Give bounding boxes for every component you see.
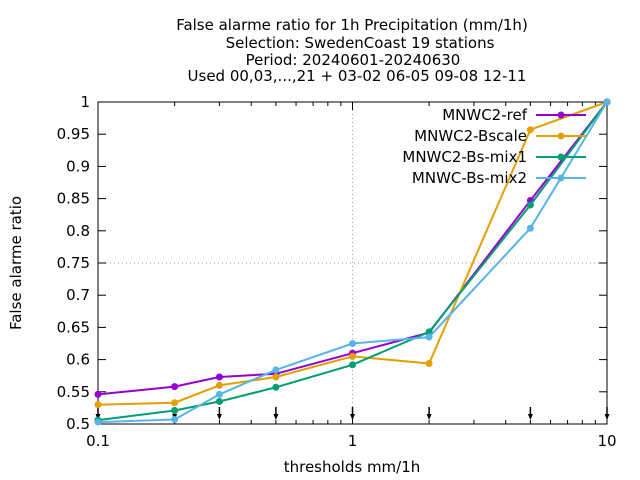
threshold-arrow-icon — [527, 407, 533, 420]
y-tick-label: 0.5 — [66, 415, 90, 433]
series-layer — [94, 98, 611, 426]
data-point — [349, 340, 356, 347]
threshold-arrow-head — [273, 414, 279, 420]
threshold-arrow-icon — [426, 407, 432, 420]
threshold-arrow-icon — [350, 407, 355, 420]
series-line — [97, 101, 608, 422]
data-point — [94, 390, 102, 398]
data-point — [272, 373, 280, 381]
data-point — [215, 381, 223, 389]
data-point — [526, 126, 534, 134]
data-point — [272, 366, 280, 374]
legend-label: MNWC2-ref — [442, 106, 527, 124]
data-point — [94, 418, 102, 426]
threshold-arrow-head — [604, 414, 610, 420]
legend-label: MNWC-Bs-mix2 — [412, 169, 527, 187]
data-point — [171, 399, 179, 407]
grid — [98, 102, 607, 424]
data-point — [349, 361, 356, 369]
threshold-arrow-head — [350, 414, 355, 420]
data-point — [272, 383, 280, 391]
data-point — [425, 328, 433, 336]
data-point — [215, 373, 223, 381]
legend-marker — [557, 132, 565, 140]
legend-label: MNWC2-Bs-mix1 — [402, 148, 527, 166]
data-point — [171, 383, 179, 391]
series-mnwc-bs-mix2 — [94, 98, 611, 426]
title-line-4: Used 00,03,...,21 + 03-02 06-05 09-08 12… — [188, 67, 527, 85]
threshold-arrow-head — [426, 414, 432, 420]
axis-ticks: 0.5 0.55 0.6 0.65 0.7 0.75 0.8 0.85 0.9 0.95 1 0.1 1… — [57, 93, 617, 450]
y-tick-label: 0.9 — [66, 157, 90, 175]
y-tick-label: 0.7 — [66, 286, 90, 304]
x-tick-label: 10 — [597, 432, 616, 450]
series-line — [97, 101, 608, 396]
data-point — [603, 98, 611, 106]
y-tick-label: 0.6 — [66, 351, 90, 369]
legend-label: MNWC2-Bscale — [414, 127, 527, 145]
x-tick-label: 1 — [348, 432, 358, 450]
legend-marker — [557, 174, 565, 182]
x-tick-label: 0.1 — [86, 432, 110, 450]
y-tick-label: 0.85 — [57, 190, 90, 208]
y-axis-label: False alarme ratio — [7, 196, 25, 330]
data-point — [171, 415, 179, 423]
data-point — [526, 224, 534, 232]
legend: MNWC2-ref MNWC2-Bscale MNWC2-Bs-mix1 MNWC-B… — [402, 106, 586, 187]
data-point — [425, 333, 433, 341]
threshold-arrow-icon — [216, 407, 222, 420]
y-tick-label: 0.65 — [57, 318, 90, 336]
title-line-2: Selection: SwedenCoast 19 stations — [226, 34, 495, 52]
title-line-3: Period: 20240601-20240630 — [246, 51, 461, 69]
threshold-arrows — [95, 407, 610, 420]
threshold-arrow-head — [527, 414, 533, 420]
x-axis-label: thresholds mm/1h — [284, 458, 421, 476]
data-point — [215, 390, 223, 398]
y-tick-label: 1 — [80, 93, 90, 111]
data-point — [94, 401, 102, 409]
chart-title: False alarme ratio for 1h Precipitation … — [176, 16, 528, 85]
series-line — [97, 101, 608, 406]
data-point — [171, 406, 179, 414]
data-point — [526, 201, 534, 209]
data-point — [349, 352, 356, 360]
y-tick-label: 0.75 — [57, 254, 90, 272]
title-line-1: False alarme ratio for 1h Precipitation … — [176, 16, 528, 34]
data-point — [215, 397, 223, 405]
y-tick-label: 0.8 — [66, 222, 90, 240]
series-line — [97, 101, 608, 424]
threshold-arrow-icon — [273, 407, 279, 420]
threshold-arrow-icon — [604, 407, 610, 420]
legend-marker — [557, 111, 565, 119]
data-point — [425, 359, 433, 367]
y-tick-label: 0.55 — [57, 383, 90, 401]
threshold-arrow-head — [216, 414, 222, 420]
y-tick-label: 0.95 — [57, 125, 90, 143]
legend-marker — [557, 153, 565, 161]
